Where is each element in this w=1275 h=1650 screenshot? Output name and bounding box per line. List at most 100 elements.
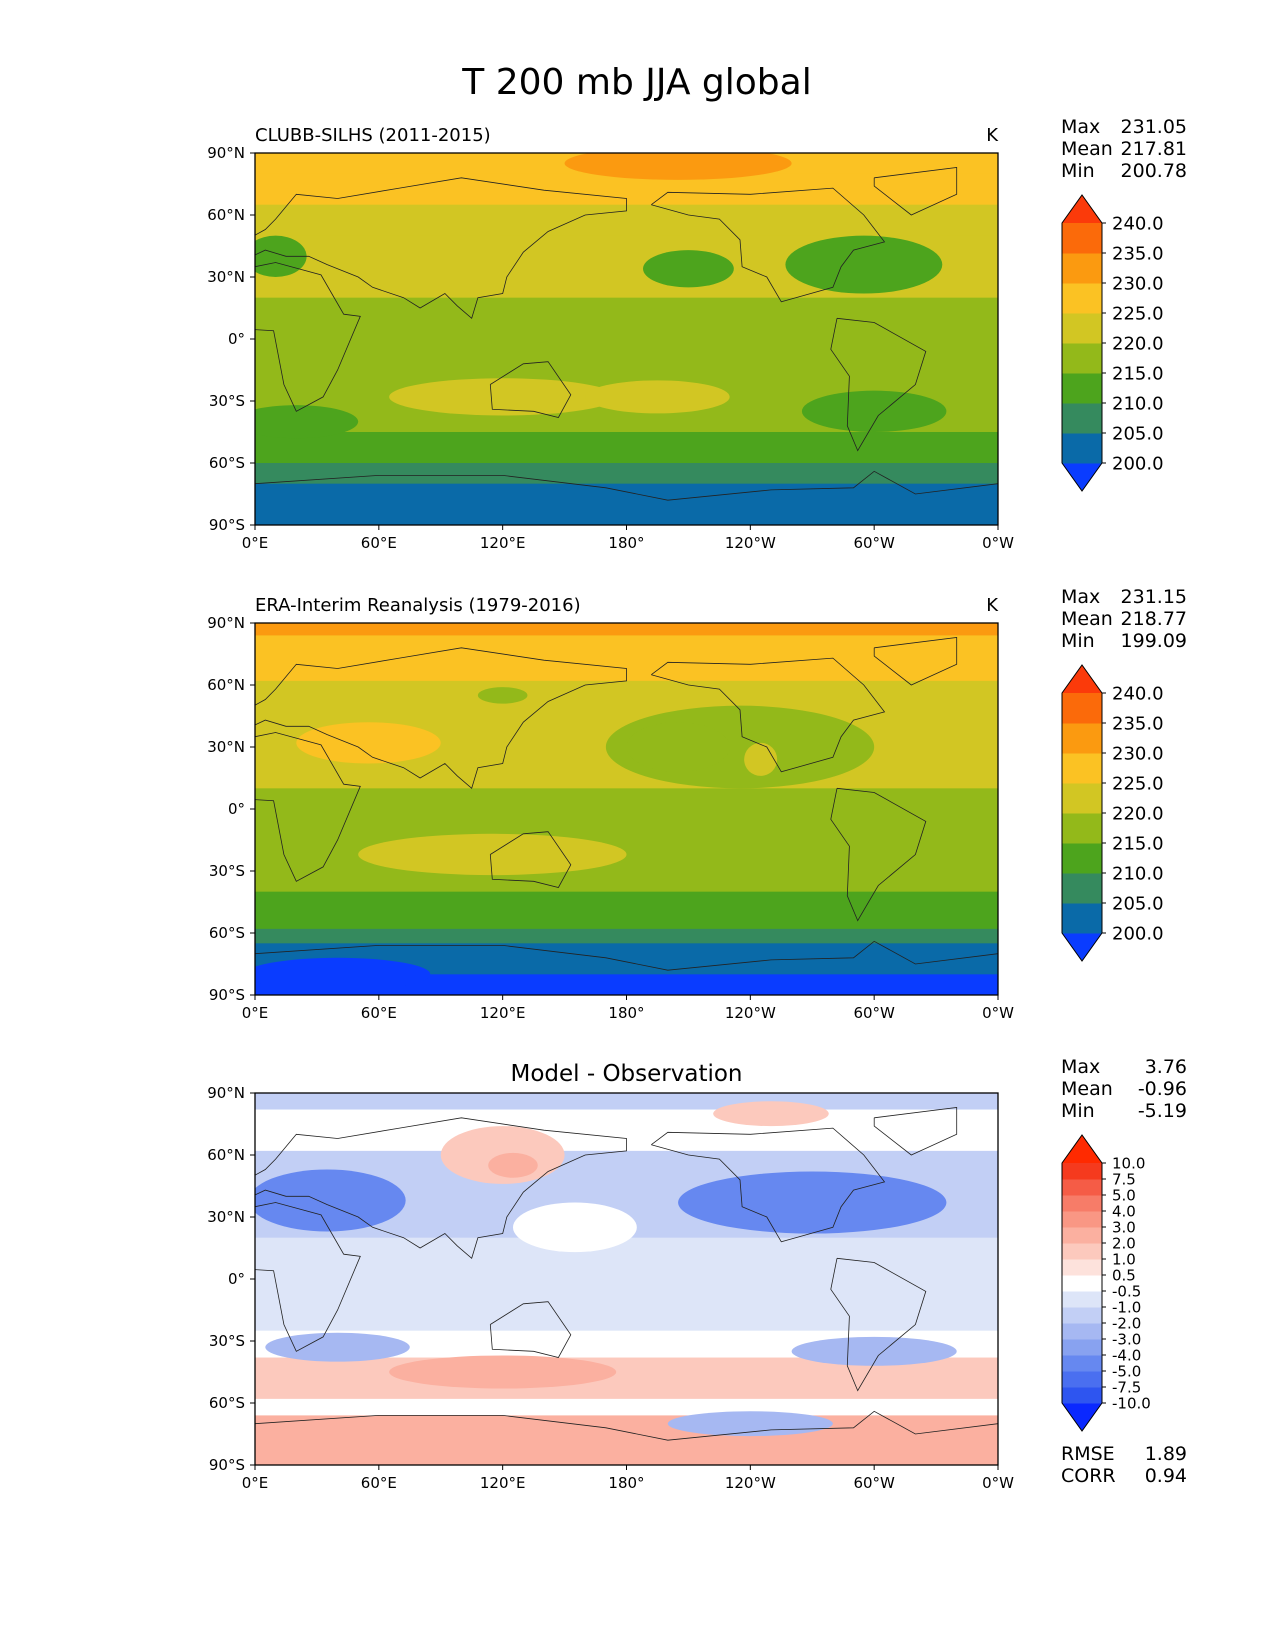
panel-model: 90°N 60°N 30°N 0° 30°S 60°S 90°S0°E 60°E 120°E 18… xyxy=(207,116,1187,552)
stat-value-mean-diff: -0.96 xyxy=(1138,1078,1187,1100)
band-obs-0 xyxy=(255,623,998,636)
band-model-9 xyxy=(255,483,998,525)
colorbar-tick-label-diff-0: -10.0 xyxy=(1112,1395,1151,1413)
colorbar-swatch-obs-6 xyxy=(1062,753,1102,784)
lat-label-model-4: 30°S xyxy=(209,392,245,410)
coastlines-model xyxy=(255,167,998,501)
colorbar-tick-label-diff-10: 2.0 xyxy=(1112,1235,1136,1253)
colorbar-swatch-obs-4 xyxy=(1062,813,1102,844)
colorbar-tick-label-diff-2: -5.0 xyxy=(1112,1363,1141,1381)
coast-diff-1 xyxy=(255,1117,627,1260)
colorbar-swatch-diff-11 xyxy=(1062,1227,1102,1244)
patch-model-5 xyxy=(585,380,730,414)
panel-units-obs: K xyxy=(986,595,999,616)
coast-diff-6 xyxy=(255,1410,998,1441)
stat-label-max-model: Max xyxy=(1061,116,1100,138)
colorbar-swatch-obs-7 xyxy=(1062,723,1102,754)
lon-label-obs-4: 120°W xyxy=(725,1004,776,1022)
colorbar-extend-max-obs xyxy=(1062,665,1102,693)
lat-label-model-0: 90°N xyxy=(207,144,245,162)
colorbar-swatch-diff-6 xyxy=(1062,1307,1102,1324)
band-obs-3 xyxy=(255,788,998,841)
patch-obs-2 xyxy=(626,722,730,772)
stat-value-max-obs: 231.15 xyxy=(1121,586,1187,608)
coast-obs-4 xyxy=(830,787,927,922)
coast-obs-5 xyxy=(873,637,958,686)
colorbar-swatch-model-6 xyxy=(1062,283,1102,314)
lat-label-model-3: 0° xyxy=(228,330,245,348)
coast-diff-2 xyxy=(489,1301,572,1358)
colorbar-swatch-diff-5 xyxy=(1062,1323,1102,1340)
coastlines-diff xyxy=(255,1107,998,1441)
colorbar-extend-max-diff xyxy=(1062,1135,1102,1163)
lon-label-model-2: 120°E xyxy=(480,534,526,552)
colorbar-tick-label-model-4: 220.0 xyxy=(1112,334,1164,355)
colorbar-swatch-obs-2 xyxy=(1062,873,1102,904)
colorbar-tick-label-diff-1: -7.5 xyxy=(1112,1379,1141,1397)
colorbar-swatch-obs-3 xyxy=(1062,843,1102,874)
lat-label-model-2: 30°N xyxy=(207,268,245,286)
band-obs-6 xyxy=(255,928,998,944)
lat-label-model-1: 60°N xyxy=(207,206,245,224)
patch-diff-5 xyxy=(713,1101,829,1127)
patch-diff-4 xyxy=(512,1202,637,1253)
coast-model-3 xyxy=(651,187,886,303)
patch-model-2 xyxy=(785,235,943,294)
lat-label-obs-4: 30°S xyxy=(209,862,245,880)
colorbar-swatch-model-3 xyxy=(1062,373,1102,404)
band-diff-6 xyxy=(255,1398,998,1416)
stat-value-min-diff: -5.19 xyxy=(1138,1100,1187,1122)
patch-obs-4 xyxy=(358,833,627,876)
colorbar-tick-label-obs-6: 230.0 xyxy=(1112,744,1164,765)
stat-label-max-diff: Max xyxy=(1061,1056,1100,1078)
stat-label-rmse-diff: RMSE xyxy=(1061,1443,1115,1465)
patch-diff-3 xyxy=(488,1152,538,1178)
stat-value-rmse-diff: 1.89 xyxy=(1145,1443,1187,1465)
patch-obs-5 xyxy=(477,687,528,704)
panel-obs: 90°N 60°N 30°N 0° 30°S 60°S 90°S0°E 60°E 120°E 18… xyxy=(207,586,1187,1022)
lon-label-model-4: 120°W xyxy=(725,534,776,552)
coast-obs-6 xyxy=(255,940,998,971)
lat-label-diff-1: 60°N xyxy=(207,1146,245,1164)
stat-label-min-diff: Min xyxy=(1061,1100,1095,1122)
colorbar-model: 200.0 205.0 210.0 215.0 220.0 225.0 230.0 235.0… xyxy=(1061,194,1164,492)
stat-label-mean-model: Mean xyxy=(1061,138,1113,160)
colorbar-tick-label-model-2: 210.0 xyxy=(1112,394,1164,415)
lon-label-diff-5: 60°W xyxy=(853,1474,895,1492)
lat-label-obs-5: 60°S xyxy=(209,924,245,942)
patch-obs-6 xyxy=(255,957,431,991)
colorbar-tick-label-diff-8: 0.5 xyxy=(1112,1267,1136,1285)
colorbar-tick-label-diff-11: 3.0 xyxy=(1112,1219,1136,1237)
colorbar-swatch-diff-14 xyxy=(1062,1179,1102,1196)
stat-label-corr-diff: CORR xyxy=(1061,1465,1116,1487)
lat-label-diff-4: 30°S xyxy=(209,1332,245,1350)
colorbar-swatch-model-2 xyxy=(1062,403,1102,434)
panel-title-model: CLUBB-SILHS (2011-2015) xyxy=(255,125,491,146)
colorbar-tick-label-diff-14: 7.5 xyxy=(1112,1171,1136,1189)
map-field-obs xyxy=(255,623,998,995)
patch-model-3 xyxy=(255,235,307,277)
patch-diff-9 xyxy=(791,1336,957,1366)
colorbar-swatch-diff-8 xyxy=(1062,1275,1102,1292)
colorbar-tick-label-model-0: 200.0 xyxy=(1112,454,1164,475)
colorbar-tick-label-diff-13: 5.0 xyxy=(1112,1187,1136,1205)
colorbar-tick-label-model-5: 225.0 xyxy=(1112,304,1164,325)
lon-label-diff-0: 0°E xyxy=(242,1474,269,1492)
lon-label-obs-5: 60°W xyxy=(853,1004,895,1022)
colorbar-swatch-diff-15 xyxy=(1062,1163,1102,1180)
colorbar-tick-label-diff-15: 10.0 xyxy=(1112,1155,1145,1173)
coastlines-obs xyxy=(255,637,998,971)
map-field-diff xyxy=(255,1093,998,1465)
colorbar-swatch-diff-1 xyxy=(1062,1387,1102,1404)
stat-value-corr-diff: 0.94 xyxy=(1145,1465,1187,1487)
colorbar-extend-min-model xyxy=(1062,463,1102,491)
lat-label-model-6: 90°S xyxy=(209,516,245,534)
coast-obs-1 xyxy=(255,647,627,790)
colorbar-swatch-model-4 xyxy=(1062,343,1102,374)
coast-diff-0 xyxy=(255,1202,361,1352)
stat-label-mean-diff: Mean xyxy=(1061,1078,1113,1100)
lat-label-diff-6: 90°S xyxy=(209,1456,245,1474)
colorbar-tick-label-model-7: 235.0 xyxy=(1112,244,1164,265)
colorbar-tick-label-obs-8: 240.0 xyxy=(1112,684,1164,705)
patch-diff-0 xyxy=(678,1171,947,1234)
